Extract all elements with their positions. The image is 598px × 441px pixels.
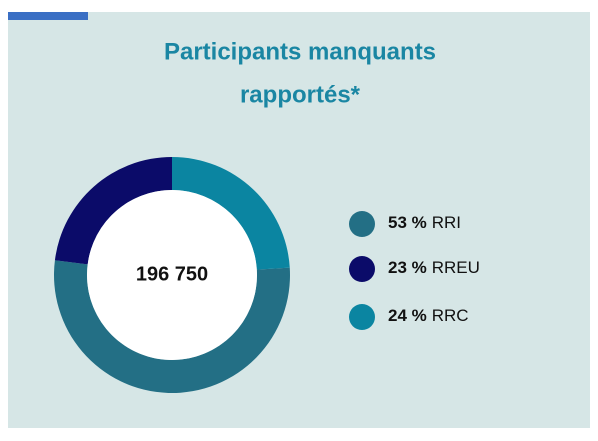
legend-swatch — [349, 211, 375, 237]
legend-label: 24 % RRC — [388, 306, 469, 325]
legend-label: 53 % RRI — [388, 213, 461, 232]
accent-bar — [8, 12, 88, 20]
legend-name: RREU — [432, 258, 480, 277]
donut-segment — [54, 157, 172, 265]
legend-value: 53 % — [388, 213, 427, 232]
donut-hole — [87, 190, 257, 360]
legend-value: 23 % — [388, 258, 427, 277]
chart-title: rapportés* — [240, 81, 361, 108]
center-label: 196 750 — [136, 263, 208, 285]
legend-swatch — [349, 304, 375, 330]
legend-swatch — [349, 256, 375, 282]
donut-segment — [172, 157, 290, 270]
donut-segment — [53, 260, 291, 394]
legend-name: RRI — [432, 213, 461, 232]
chart-title: Participants manquants — [164, 38, 436, 65]
legend-name: RRC — [432, 306, 469, 325]
legend-value: 24 % — [388, 306, 427, 325]
legend-label: 23 % RREU — [388, 258, 480, 277]
